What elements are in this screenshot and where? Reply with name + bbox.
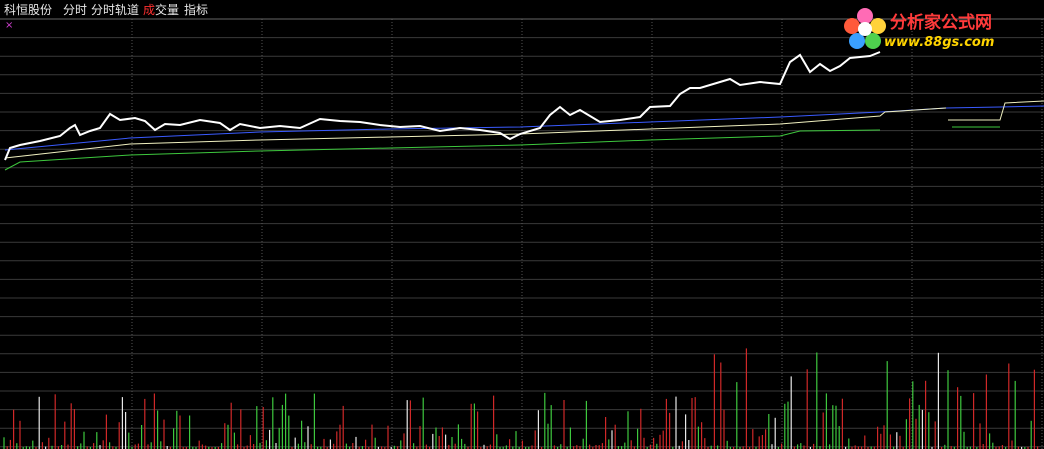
logo-flower [844, 8, 886, 49]
track-upper [4, 100, 1044, 159]
price-line [4, 51, 881, 161]
volume-tab[interactable]: 成交量 [143, 1, 179, 18]
tab[interactable]: 分时 [63, 3, 88, 17]
logo: 分析家公式网 www.88gs.com [838, 2, 1038, 58]
volume-tab-part: 成 [143, 3, 156, 17]
logo-url: www.88gs.com [884, 35, 995, 50]
volume-tab-part: 交量 [155, 3, 180, 17]
close-icon[interactable]: × [5, 20, 14, 31]
tab[interactable]: 分时轨道 [91, 3, 140, 17]
indicator-tab[interactable]: 指标 [184, 3, 209, 17]
logo-title: 分析家公式网 [890, 13, 992, 33]
track-lower [4, 126, 1000, 171]
average-line [4, 105, 1044, 151]
stock-name[interactable]: 科恒股份 [4, 3, 53, 17]
